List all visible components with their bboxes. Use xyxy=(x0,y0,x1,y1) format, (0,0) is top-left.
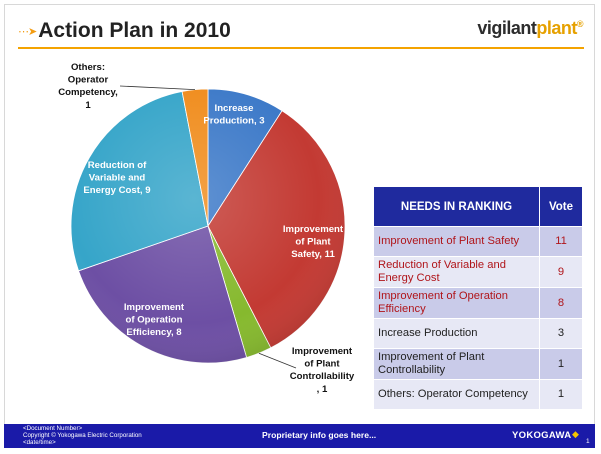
pie-label-reduction: Reduction of xyxy=(88,160,147,171)
need-cell: Others: Operator Competency xyxy=(373,379,540,410)
page-title: Action Plan in 2010 xyxy=(38,19,231,42)
table-row: Improvement of Operation Efficiency 8 xyxy=(373,287,583,319)
pie-label-others: Others: xyxy=(71,62,105,73)
pie-label-increase: Increase xyxy=(215,103,254,114)
vote-cell: 8 xyxy=(539,287,583,319)
need-cell: Improvement of Operation Efficiency xyxy=(373,287,540,319)
pie-label-reduction: Variable and xyxy=(89,173,146,184)
need-cell: Improvement of Plant Safety xyxy=(373,226,540,257)
pie-label-controllability: , 1 xyxy=(317,384,328,395)
diamond-icon: ◆ xyxy=(572,430,579,440)
needs-ranking-table: NEEDS IN RANKING Vote Improvement of Pla… xyxy=(373,186,583,410)
table-header-row: NEEDS IN RANKING Vote xyxy=(373,186,583,227)
pie-label-others: Operator xyxy=(68,75,109,86)
pie-shading xyxy=(71,89,345,363)
vote-cell: 1 xyxy=(539,348,583,380)
table-row: Others: Operator Competency 1 xyxy=(373,379,583,410)
page-number: 1 xyxy=(586,438,590,445)
pie-label-safety: of Plant xyxy=(295,237,331,248)
leader-line-controllability xyxy=(258,352,297,369)
logo-text-part1: vigilant xyxy=(477,18,537,38)
pie-label-efficiency: of Operation xyxy=(125,315,182,326)
pie-label-reduction: Energy Cost, 9 xyxy=(83,185,150,196)
footer-bar: <Document Number> Copyright © Yokogawa E… xyxy=(4,424,595,448)
table-row: Reduction of Variable and Energy Cost 9 xyxy=(373,256,583,288)
table-row: Increase Production 3 xyxy=(373,318,583,349)
logo-text-part2: plant xyxy=(536,18,577,38)
pie-label-controllability: of Plant xyxy=(304,359,340,370)
vote-cell: 1 xyxy=(539,379,583,410)
pie-label-efficiency: Efficiency, 8 xyxy=(126,327,182,338)
pie-label-controllability: Controllability xyxy=(290,371,355,382)
leader-line-others xyxy=(119,85,196,90)
title-underline xyxy=(18,47,584,49)
footer-date: <date/time> xyxy=(23,439,56,446)
vote-cell: 3 xyxy=(539,318,583,349)
need-cell: Increase Production xyxy=(373,318,540,349)
vote-cell: 9 xyxy=(539,256,583,288)
pie-label-others: Competency, xyxy=(58,87,118,98)
vigilantplant-logo: vigilantplant® xyxy=(477,18,583,39)
title-bar: ⋯➤ Action Plan in 2010 xyxy=(18,16,231,46)
need-cell: Improvement of Plant Controllability xyxy=(373,348,540,380)
arrow-bullet-icon: ⋯➤ xyxy=(18,24,37,38)
vote-cell: 11 xyxy=(539,226,583,257)
footer-doc-number: <Document Number> xyxy=(23,425,83,432)
need-cell: Reduction of Variable and Energy Cost xyxy=(373,256,540,288)
header-needs-in-ranking: NEEDS IN RANKING xyxy=(373,186,540,227)
logo-mark: ® xyxy=(576,19,584,29)
footer-brand: YOKOGAWA xyxy=(512,430,572,441)
pie-label-efficiency: Improvement xyxy=(124,302,185,313)
pie-label-safety: Improvement xyxy=(283,224,344,235)
footer-proprietary: Proprietary info goes here... xyxy=(262,430,377,440)
table-row: Improvement of Plant Safety 11 xyxy=(373,226,583,257)
pie-label-controllability: Improvement xyxy=(292,346,353,357)
header-vote: Vote xyxy=(539,186,583,227)
footer-left-block: <Document Number> Copyright © Yokogawa E… xyxy=(23,425,142,446)
pie-label-others: 1 xyxy=(85,100,91,111)
pie-label-safety: Safety, 11 xyxy=(291,249,335,260)
table-row: Improvement of Plant Controllability 1 xyxy=(373,348,583,380)
pie-label-increase: Production, 3 xyxy=(203,116,264,127)
footer-copyright: Copyright © Yokogawa Electric Corporatio… xyxy=(23,432,142,439)
